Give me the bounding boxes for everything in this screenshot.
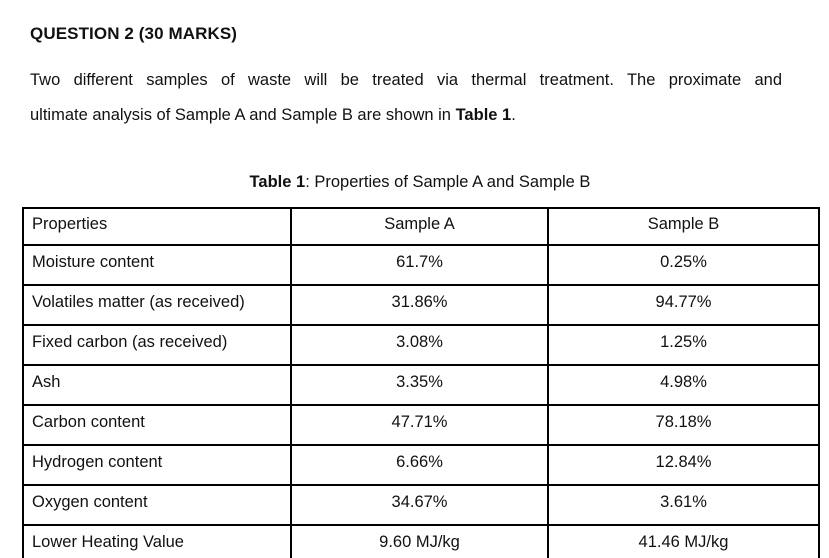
intro-paragraph: Two different samples of waste will be t… <box>30 63 782 133</box>
sample-a-cell: 61.7% <box>290 244 549 286</box>
sample-a-cell: 47.71% <box>290 404 549 446</box>
column-header-sample-b: Sample B <box>547 207 820 246</box>
table-caption-text: : Properties of Sample A and Sample B <box>305 173 591 191</box>
table-row: Ash 3.35% 4.98% <box>22 364 820 406</box>
sample-a-cell: 9.60 MJ/kg <box>290 524 549 558</box>
sample-b-cell: 78.18% <box>547 404 820 446</box>
sample-b-cell: 41.46 MJ/kg <box>547 524 820 558</box>
property-cell: Carbon content <box>22 404 292 446</box>
sample-b-cell: 12.84% <box>547 444 820 486</box>
paragraph-line-2-end: . <box>511 106 516 124</box>
sample-a-cell: 6.66% <box>290 444 549 486</box>
column-header-properties: Properties <box>22 207 292 246</box>
sample-b-cell: 0.25% <box>547 244 820 286</box>
sample-a-cell: 31.86% <box>290 284 549 326</box>
sample-b-cell: 4.98% <box>547 364 820 406</box>
table-caption: Table 1: Properties of Sample A and Samp… <box>22 172 818 193</box>
paragraph-line-2-text: ultimate analysis of Sample A and Sample… <box>30 106 456 124</box>
table-row: Fixed carbon (as received) 3.08% 1.25% <box>22 324 820 366</box>
table-header-row: Properties Sample A Sample B <box>22 207 820 246</box>
table-caption-label: Table 1 <box>249 173 306 191</box>
sample-a-cell: 3.35% <box>290 364 549 406</box>
property-cell: Ash <box>22 364 292 406</box>
sample-a-cell: 3.08% <box>290 324 549 366</box>
sample-a-cell: 34.67% <box>290 484 549 526</box>
property-cell: Oxygen content <box>22 484 292 526</box>
sample-b-cell: 1.25% <box>547 324 820 366</box>
column-header-sample-a: Sample A <box>290 207 549 246</box>
table-row: Hydrogen content 6.66% 12.84% <box>22 444 820 486</box>
table-reference: Table 1 <box>455 106 512 124</box>
paragraph-line-2: ultimate analysis of Sample A and Sample… <box>30 98 782 133</box>
property-cell: Moisture content <box>22 244 292 286</box>
table-row: Lower Heating Value 9.60 MJ/kg 41.46 MJ/… <box>22 524 820 558</box>
properties-table: Properties Sample A Sample B Moisture co… <box>22 207 820 558</box>
table-row: Moisture content 61.7% 0.25% <box>22 244 820 286</box>
table-row: Volatiles matter (as received) 31.86% 94… <box>22 284 820 326</box>
table-row: Carbon content 47.71% 78.18% <box>22 404 820 446</box>
question-heading: QUESTION 2 (30 MARKS) <box>30 24 238 43</box>
property-cell: Volatiles matter (as received) <box>22 284 292 326</box>
paragraph-line-1: Two different samples of waste will be t… <box>30 71 782 89</box>
sample-b-cell: 3.61% <box>547 484 820 526</box>
table-row: Oxygen content 34.67% 3.61% <box>22 484 820 526</box>
property-cell: Lower Heating Value <box>22 524 292 558</box>
sample-b-cell: 94.77% <box>547 284 820 326</box>
property-cell: Hydrogen content <box>22 444 292 486</box>
property-cell: Fixed carbon (as received) <box>22 324 292 366</box>
